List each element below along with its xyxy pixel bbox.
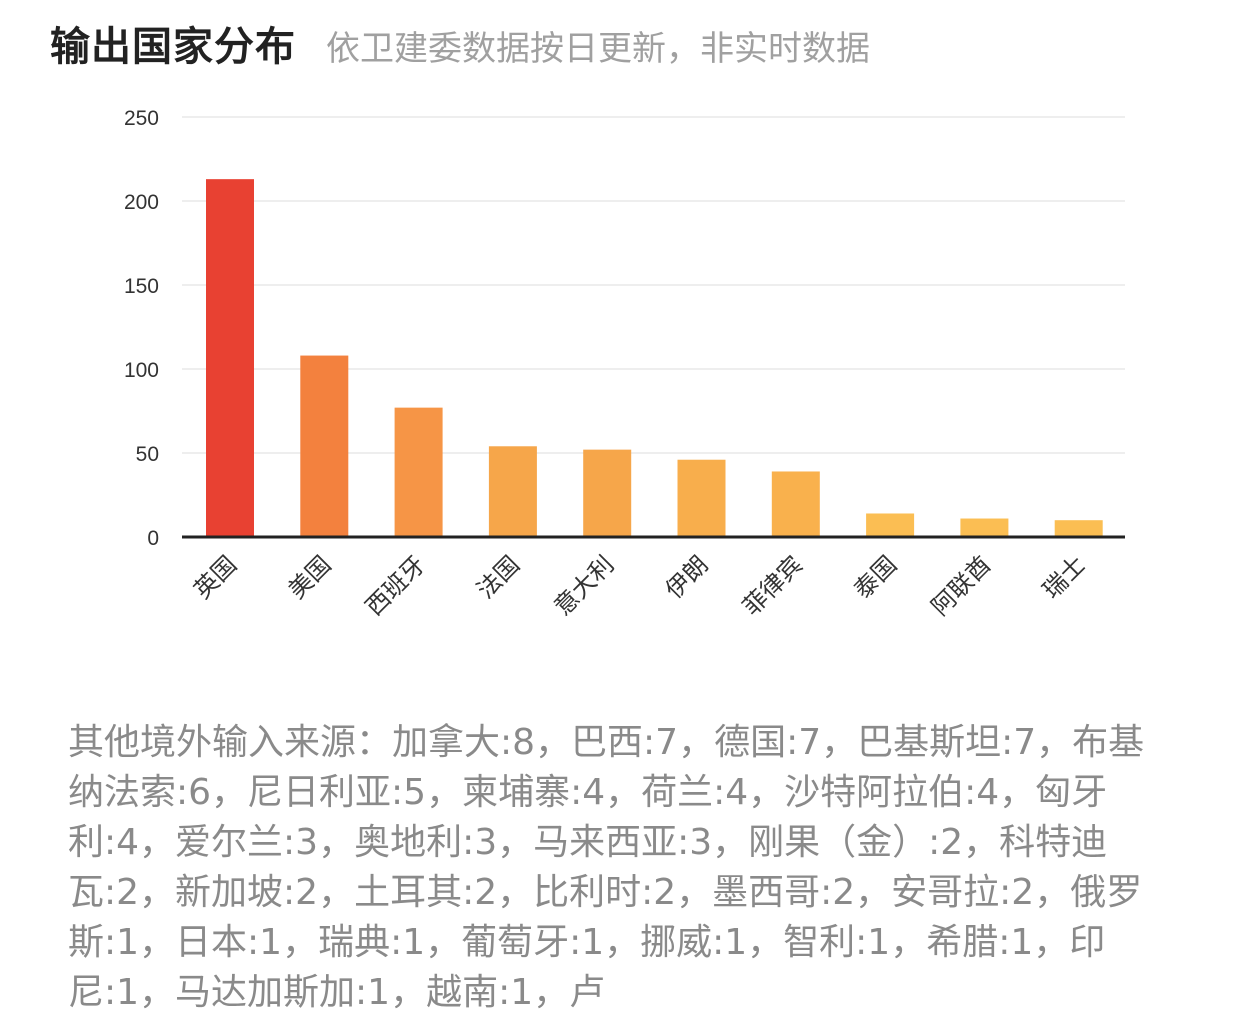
bar <box>677 459 726 537</box>
x-tick-label: 西班牙 <box>360 550 431 621</box>
x-tick-label: 泰国 <box>849 550 903 604</box>
x-tick-label: 英国 <box>189 550 243 604</box>
y-tick-label: 200 <box>124 191 159 214</box>
bar <box>1054 520 1103 537</box>
bar <box>300 355 349 537</box>
x-tick-label: 菲律宾 <box>737 550 808 621</box>
x-axis-ticks: 英国 美国 西班牙 法国 意大利 伊朗 菲律宾 泰国 阿联酋 瑞士 <box>189 550 1091 621</box>
y-tick-label: 150 <box>124 275 159 298</box>
bar-chart: 0 50 100 150 200 250 英国 美国 西班牙 法国 意大利 伊朗 菲律宾 泰国 阿联酋 瑞士 <box>124 107 1125 621</box>
y-tick-label: 100 <box>124 359 159 382</box>
y-tick-label: 50 <box>136 443 159 466</box>
chart-header: 输出国家分布 依卫建委数据按日更新，非实时数据 <box>50 14 870 78</box>
bar <box>583 449 632 537</box>
other-sources-text: 其他境外输入来源：加拿大:8，巴西:7，德国:7，巴基斯坦:7，布基纳法索:6，… <box>68 722 1145 1013</box>
y-tick-label: 0 <box>147 527 159 550</box>
chart-title: 输出国家分布 <box>50 24 296 70</box>
bars <box>206 179 1103 537</box>
x-tick-label: 伊朗 <box>660 550 714 604</box>
y-axis-ticks: 0 50 100 150 200 250 <box>124 107 159 550</box>
bar <box>771 471 820 537</box>
x-tick-label: 意大利 <box>549 550 620 621</box>
x-tick-label: 阿联酋 <box>926 550 997 621</box>
y-tick-label: 250 <box>124 107 159 130</box>
x-tick-label: 瑞士 <box>1037 550 1091 604</box>
bar <box>960 518 1009 537</box>
chart-subtitle: 依卫建委数据按日更新，非实时数据 <box>326 29 870 69</box>
bar <box>206 179 254 537</box>
bar <box>394 407 443 537</box>
bar <box>866 513 915 537</box>
x-tick-label: 法国 <box>471 550 525 604</box>
x-tick-label: 美国 <box>283 550 337 604</box>
bar <box>488 446 537 537</box>
